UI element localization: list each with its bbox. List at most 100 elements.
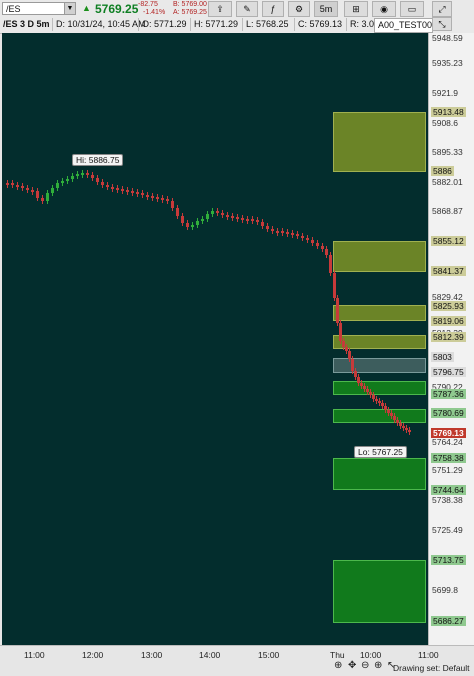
candle[interactable] xyxy=(336,298,339,323)
candle[interactable] xyxy=(281,231,284,233)
supply-demand-zone[interactable] xyxy=(333,409,426,423)
candle[interactable] xyxy=(384,406,387,410)
candle[interactable] xyxy=(191,225,194,227)
price-axis[interactable]: 5948.59 5935.23 5921.9 5908.6 5895.33 5882.01… xyxy=(428,33,474,645)
candle[interactable] xyxy=(301,236,304,238)
timeframe-button[interactable]: 5m xyxy=(314,1,338,17)
candle[interactable] xyxy=(246,219,249,221)
candle[interactable] xyxy=(333,273,336,298)
zoom-out-icon[interactable]: ⊖ xyxy=(361,660,370,671)
candle[interactable] xyxy=(56,183,59,188)
candle[interactable] xyxy=(357,377,360,383)
candle[interactable] xyxy=(311,240,314,243)
studies-icon[interactable]: ƒ xyxy=(262,1,284,17)
candle[interactable] xyxy=(166,199,169,201)
candle[interactable] xyxy=(181,216,184,223)
candle[interactable] xyxy=(216,211,219,213)
candle[interactable] xyxy=(201,219,204,221)
supply-demand-zone[interactable] xyxy=(333,381,426,395)
candle[interactable] xyxy=(256,220,259,222)
candle[interactable] xyxy=(360,383,363,386)
candle[interactable] xyxy=(211,211,214,214)
candle[interactable] xyxy=(375,399,378,401)
candle[interactable] xyxy=(390,413,393,416)
candle[interactable] xyxy=(399,423,402,426)
candle[interactable] xyxy=(348,351,351,359)
candle[interactable] xyxy=(291,233,294,235)
candle[interactable] xyxy=(261,222,264,226)
candle[interactable] xyxy=(221,213,224,215)
style-icon[interactable]: ⊞ xyxy=(344,1,368,17)
candle[interactable] xyxy=(16,185,19,187)
candle[interactable] xyxy=(71,176,74,179)
candle[interactable] xyxy=(296,234,299,236)
candle[interactable] xyxy=(271,229,274,231)
candle[interactable] xyxy=(36,191,39,198)
chevron-down-icon[interactable]: ▼ xyxy=(64,3,75,14)
candle[interactable] xyxy=(66,179,69,181)
share-icon[interactable]: ⇪ xyxy=(208,1,232,17)
candle[interactable] xyxy=(196,221,199,225)
candle[interactable] xyxy=(6,183,9,185)
candle[interactable] xyxy=(393,416,396,420)
camera-icon[interactable]: ◉ xyxy=(372,1,396,17)
candle[interactable] xyxy=(226,215,229,217)
candle[interactable] xyxy=(387,410,390,413)
candle[interactable] xyxy=(351,359,354,371)
supply-demand-zone[interactable] xyxy=(333,335,426,349)
study-label[interactable]: A00_TEST00 xyxy=(374,18,433,33)
candle[interactable] xyxy=(236,217,239,219)
candle[interactable] xyxy=(405,428,408,430)
candle[interactable] xyxy=(408,430,411,432)
candle[interactable] xyxy=(31,190,34,192)
candle[interactable] xyxy=(251,219,254,221)
candle[interactable] xyxy=(96,178,99,182)
settings-icon[interactable]: ⚙ xyxy=(288,1,310,17)
candle[interactable] xyxy=(46,193,49,201)
candle[interactable] xyxy=(186,223,189,227)
supply-demand-zone[interactable] xyxy=(333,358,426,373)
candle[interactable] xyxy=(329,255,332,273)
candle[interactable] xyxy=(372,395,375,399)
candle[interactable] xyxy=(106,185,109,187)
supply-demand-zone[interactable] xyxy=(333,305,426,321)
candle[interactable] xyxy=(146,195,149,197)
candle[interactable] xyxy=(339,323,342,341)
candle[interactable] xyxy=(381,403,384,406)
candle[interactable] xyxy=(402,426,405,428)
drawing-set-label[interactable]: Drawing set: Default xyxy=(393,663,470,673)
candle[interactable] xyxy=(321,246,324,249)
candle[interactable] xyxy=(126,190,129,192)
candle[interactable] xyxy=(342,341,345,347)
candle[interactable] xyxy=(286,232,289,234)
candle[interactable] xyxy=(161,198,164,200)
candle[interactable] xyxy=(345,347,348,351)
symbol-input[interactable]: /ES ▼ xyxy=(2,2,76,15)
candle[interactable] xyxy=(116,188,119,190)
candle[interactable] xyxy=(91,175,94,178)
candle[interactable] xyxy=(151,196,154,198)
candle[interactable] xyxy=(366,389,369,392)
candle[interactable] xyxy=(156,197,159,199)
candle[interactable] xyxy=(131,191,134,193)
time-axis[interactable]: 11:00 12:00 13:00 14:00 15:00 Thu 10:00 11:00 ⊕… xyxy=(0,645,474,676)
supply-demand-zone[interactable] xyxy=(333,560,426,623)
pan-icon[interactable]: ✥ xyxy=(348,660,357,671)
candle[interactable] xyxy=(369,392,372,395)
candle[interactable] xyxy=(76,174,79,176)
candle[interactable] xyxy=(231,216,234,218)
crosshair-icon[interactable]: ⊕ xyxy=(334,660,343,671)
collapse-icon[interactable]: ⤡ xyxy=(432,17,452,31)
supply-demand-zone[interactable] xyxy=(333,241,426,272)
candle[interactable] xyxy=(61,181,64,183)
candle[interactable] xyxy=(316,243,319,246)
candle[interactable] xyxy=(396,420,399,423)
candle[interactable] xyxy=(176,208,179,216)
candle[interactable] xyxy=(306,238,309,240)
candle[interactable] xyxy=(51,188,54,193)
candle[interactable] xyxy=(141,193,144,195)
candle[interactable] xyxy=(21,186,24,188)
window-icon[interactable]: ▭ xyxy=(400,1,424,17)
candle[interactable] xyxy=(363,386,366,389)
candle[interactable] xyxy=(325,249,328,255)
